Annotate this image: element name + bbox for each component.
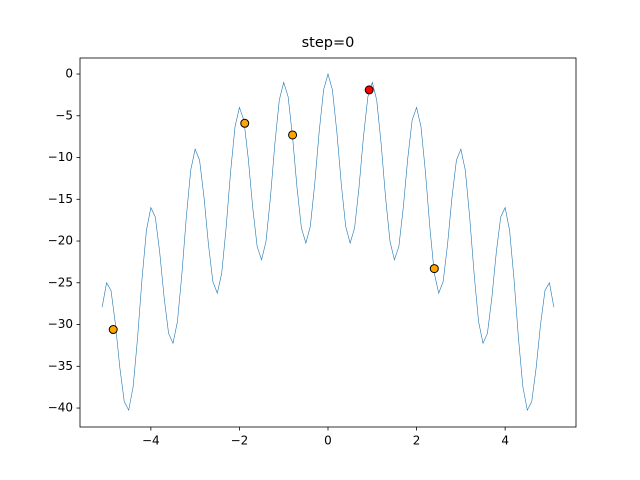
y-tick-label: −10 [48,150,73,164]
y-tick-label: −20 [48,234,73,248]
y-tick-label: −35 [48,359,73,373]
plot-frame [79,57,577,428]
x-tick-label: 0 [324,434,332,448]
chart-title: step=0 [302,35,355,51]
x-tick-label: −4 [142,434,160,448]
y-tick-label: −5 [55,108,73,122]
y-tick-label: −30 [48,317,73,331]
x-tick-label: 4 [501,434,509,448]
curve [101,72,555,412]
point [108,325,118,335]
point [364,85,374,95]
y-tick-label: 0 [65,67,73,81]
point [288,130,298,140]
point [240,118,250,128]
point [429,264,439,274]
x-tick-label: −2 [231,434,249,448]
x-tick-label: 2 [413,434,421,448]
y-tick-label: −40 [48,401,73,415]
y-tick-label: −25 [48,275,73,289]
y-tick-label: −15 [48,192,73,206]
